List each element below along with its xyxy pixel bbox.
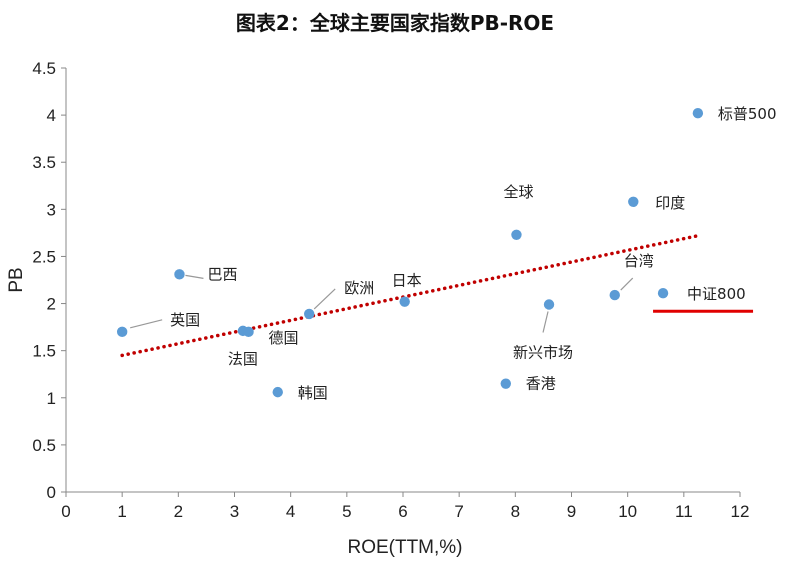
trend-line — [120, 233, 700, 358]
point-label: 英国 — [170, 311, 200, 329]
y-tick-label: 3 — [47, 200, 56, 219]
x-tick-label: 2 — [174, 502, 183, 521]
y-tick-label: 2 — [47, 295, 56, 314]
data-point — [399, 296, 410, 307]
data-point — [511, 229, 522, 240]
data-point — [116, 326, 128, 338]
data-point — [609, 289, 620, 301]
x-axis-title: ROE(TTM,%) — [347, 537, 462, 558]
y-tick-label: 4.5 — [32, 59, 56, 78]
point-label: 日本 — [392, 272, 422, 290]
point-label: 法国 — [228, 350, 258, 368]
x-tick-label: 5 — [342, 502, 351, 521]
y-tick-label: 0.5 — [32, 436, 56, 455]
data-point — [174, 269, 185, 280]
y-tick-label: 1.5 — [32, 342, 56, 361]
y-tick-label: 2.5 — [32, 247, 56, 266]
data-point — [628, 196, 639, 207]
x-tick-label: 10 — [618, 502, 637, 521]
x-tick-label: 9 — [567, 502, 576, 521]
x-tick-label: 6 — [398, 502, 407, 521]
point-label: 德国 — [269, 329, 299, 347]
y-tick-label: 0 — [47, 483, 56, 502]
y-tick-label: 1 — [47, 389, 56, 408]
x-tick-label: 0 — [61, 502, 70, 521]
leader-line — [313, 288, 336, 310]
leader-lines — [130, 274, 634, 333]
point-label: 全球 — [503, 183, 533, 201]
data-point — [304, 308, 315, 320]
point-label: 台湾 — [624, 252, 654, 270]
y-tick-label: 4 — [47, 106, 56, 125]
data-points — [116, 108, 704, 398]
y-tick-label: 3.5 — [32, 153, 56, 172]
y-axis-title: PB — [6, 267, 27, 292]
data-point — [692, 108, 704, 119]
point-label: 标普500 — [718, 105, 777, 123]
data-point — [243, 326, 254, 338]
data-point — [543, 299, 555, 310]
point-label: 欧洲 — [344, 279, 374, 297]
x-tick-label: 11 — [675, 502, 693, 521]
data-point — [657, 287, 669, 299]
point-label: 印度 — [655, 194, 685, 212]
leader-line — [542, 311, 549, 333]
data-point — [500, 378, 511, 389]
x-tick-label: 8 — [511, 502, 520, 521]
point-label: 新兴市场 — [513, 343, 573, 361]
chart-title: 图表2：全球主要国家指数PB-ROE — [236, 11, 554, 35]
leader-line — [185, 274, 204, 279]
point-label: 中证800 — [687, 285, 746, 303]
point-label: 香港 — [526, 375, 556, 393]
point-label: 巴西 — [207, 265, 237, 283]
x-tick-label: 1 — [117, 502, 126, 521]
x-tick-label: 3 — [230, 502, 239, 521]
leader-line — [130, 319, 163, 329]
leader-line — [620, 277, 634, 291]
data-point — [272, 386, 283, 398]
x-tick-label: 12 — [731, 502, 750, 521]
x-tick-label: 4 — [286, 502, 295, 521]
x-tick-label: 7 — [454, 502, 463, 521]
point-label: 韩国 — [298, 384, 328, 402]
